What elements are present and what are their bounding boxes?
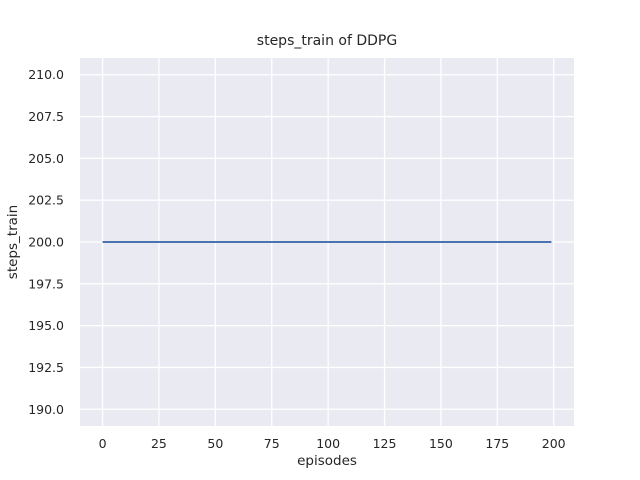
y-axis-label: steps_train bbox=[5, 205, 21, 279]
x-tick-label: 50 bbox=[207, 436, 223, 451]
x-tick-label: 100 bbox=[316, 436, 340, 451]
x-axis-label: episodes bbox=[297, 453, 357, 469]
y-tick-label: 192.5 bbox=[28, 360, 64, 375]
x-tick-label: 125 bbox=[373, 436, 397, 451]
y-tick-label: 205.0 bbox=[28, 151, 64, 166]
x-tick-label: 150 bbox=[429, 436, 453, 451]
x-tick-label: 200 bbox=[542, 436, 566, 451]
y-tick-label: 200.0 bbox=[28, 235, 64, 250]
y-tick-label: 207.5 bbox=[28, 109, 64, 124]
x-tick-label: 75 bbox=[264, 436, 280, 451]
y-tick-label: 202.5 bbox=[28, 193, 64, 208]
x-tick-label: 175 bbox=[485, 436, 509, 451]
y-tick-label: 195.0 bbox=[28, 318, 64, 333]
y-tick-label: 210.0 bbox=[28, 67, 64, 82]
tick-layer: 0 25 50 75 100 125 150 175 200 190.0 192.5 195.0 197… bbox=[28, 67, 565, 451]
y-tick-label: 190.0 bbox=[28, 402, 64, 417]
chart-title: steps_train of DDPG bbox=[257, 33, 397, 49]
x-tick-label: 25 bbox=[151, 436, 167, 451]
y-tick-label: 197.5 bbox=[28, 276, 64, 291]
x-tick-label: 0 bbox=[99, 436, 107, 451]
